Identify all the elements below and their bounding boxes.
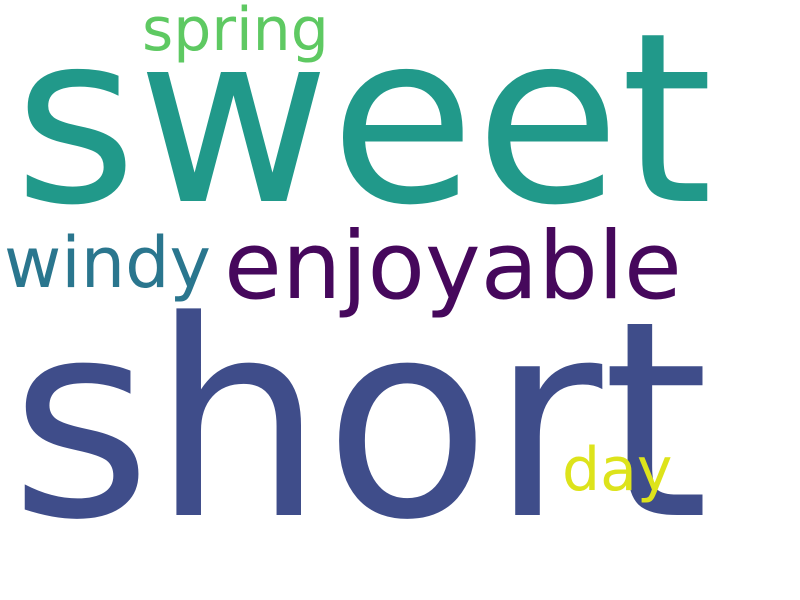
word-short: short xyxy=(10,264,709,580)
word-sweet: sweet xyxy=(14,0,713,257)
word-enjoyable: enjoyable xyxy=(224,212,682,321)
word-windy: windy xyxy=(4,222,211,304)
word-spring: spring xyxy=(142,0,329,65)
word-day: day xyxy=(562,435,673,505)
